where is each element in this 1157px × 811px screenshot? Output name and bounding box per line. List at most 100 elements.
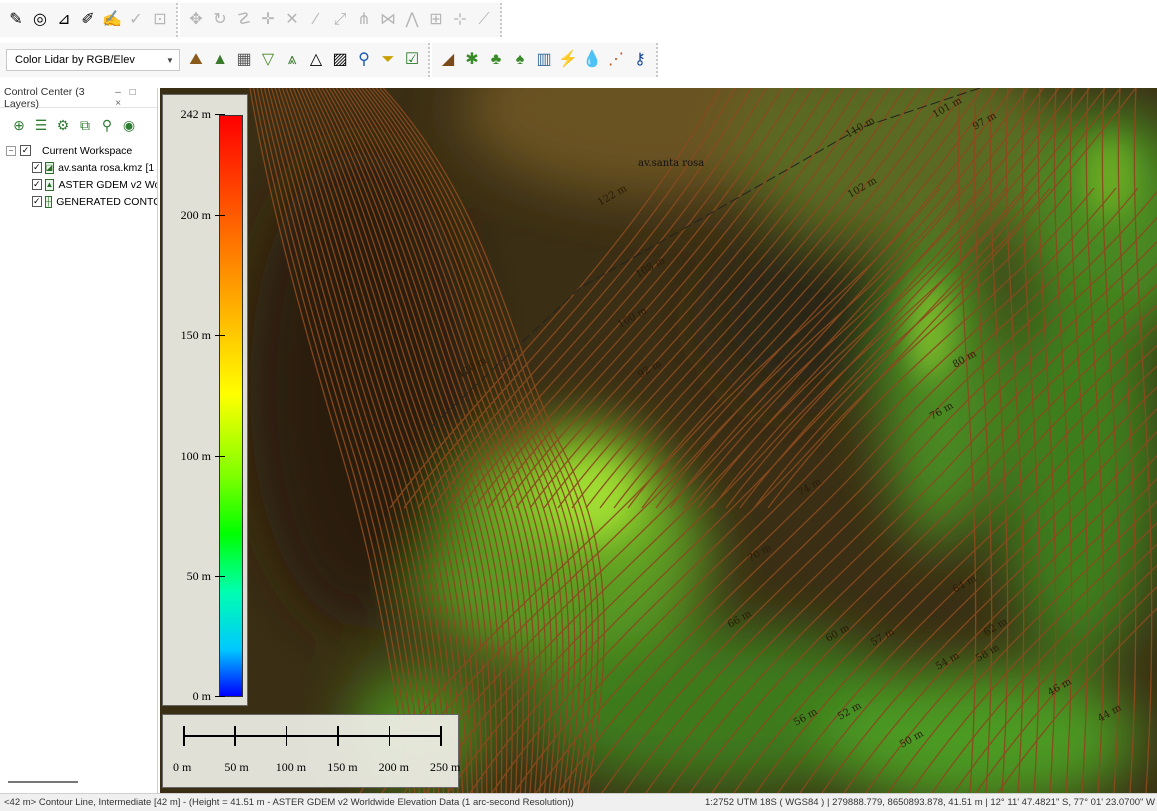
- digitize-icon[interactable]: ✐: [81, 11, 95, 28]
- draw-line-icon[interactable]: ✎: [9, 11, 23, 28]
- join-icon[interactable]: ⋈: [380, 11, 396, 28]
- contour-line[interactable]: [585, 88, 937, 509]
- contour-line[interactable]: [473, 88, 813, 509]
- vegetation-icon[interactable]: ✱: [465, 51, 479, 68]
- contour-line[interactable]: [359, 187, 941, 793]
- layer-visibility-icon[interactable]: ◉: [122, 116, 136, 133]
- contour-line[interactable]: [1021, 88, 1041, 793]
- contour-line[interactable]: [332, 88, 524, 793]
- contour-line[interactable]: [989, 88, 1009, 793]
- contour-line[interactable]: [249, 88, 411, 793]
- contour-line[interactable]: [274, 88, 445, 793]
- contour-line[interactable]: [267, 88, 435, 793]
- contour-line[interactable]: [278, 88, 450, 793]
- contour-line[interactable]: [364, 88, 576, 793]
- move-vertex-icon[interactable]: ✥: [189, 11, 203, 28]
- contour-line[interactable]: [431, 88, 767, 509]
- contour-line[interactable]: [307, 88, 488, 793]
- contour-line[interactable]: [1117, 88, 1137, 793]
- contour-line[interactable]: [425, 187, 1007, 793]
- layer-checkbox[interactable]: ✓: [32, 179, 42, 190]
- contour-line[interactable]: [288, 88, 464, 793]
- contour-line[interactable]: [487, 88, 829, 509]
- contour-line[interactable]: [865, 188, 1157, 793]
- contour-line[interactable]: [346, 88, 547, 793]
- contour-line[interactable]: [755, 188, 1157, 793]
- contour-line[interactable]: [515, 88, 860, 509]
- split-icon[interactable]: ⋔: [357, 11, 371, 28]
- contour-line[interactable]: [447, 187, 1029, 793]
- contour-line[interactable]: [281, 88, 454, 793]
- pencil-icon[interactable]: ✓: [129, 11, 143, 28]
- contour-line[interactable]: [256, 88, 421, 793]
- contour-line[interactable]: [543, 88, 890, 509]
- contour-line[interactable]: [909, 188, 1157, 793]
- key-icon[interactable]: ⚷: [634, 51, 646, 68]
- tree-layer-row[interactable]: ✓ ┼ GENERATED CONTOUR: [32, 193, 157, 210]
- feature-line[interactable]: [429, 88, 981, 429]
- contour-line[interactable]: [1053, 88, 1073, 793]
- contour-line[interactable]: [379, 88, 599, 793]
- line-tool-icon[interactable]: ∕: [314, 11, 318, 28]
- contour-line[interactable]: [711, 188, 1157, 793]
- contour-line[interactable]: [328, 88, 519, 793]
- contour-line[interactable]: [973, 88, 993, 793]
- contour-line[interactable]: [252, 88, 416, 793]
- hatch-icon[interactable]: ▨: [332, 51, 348, 68]
- contour-line[interactable]: [689, 188, 1157, 793]
- move-icon[interactable]: ✛: [261, 11, 275, 28]
- building-classify-icon[interactable]: ▥: [536, 51, 552, 68]
- contour-line[interactable]: [953, 188, 1157, 793]
- contour-line[interactable]: [1005, 88, 1025, 793]
- contour-line[interactable]: [310, 88, 493, 793]
- contour-line[interactable]: [557, 88, 906, 509]
- contour-line[interactable]: [343, 88, 541, 793]
- ruler-icon[interactable]: ⟋: [478, 11, 490, 28]
- delete-vertex-icon[interactable]: ✕: [285, 11, 299, 28]
- contour-line[interactable]: [683, 88, 1044, 509]
- contour-line[interactable]: [645, 188, 1157, 793]
- lidar-building-icon[interactable]: ▲: [212, 51, 228, 68]
- terrain-icon[interactable]: ◢: [441, 51, 455, 68]
- tree-workspace-row[interactable]: − ✓ Current Workspace: [6, 142, 157, 159]
- layer-search-icon[interactable]: ⚲: [101, 116, 113, 133]
- layer-list-icon[interactable]: ☰: [34, 116, 48, 133]
- tree-icon[interactable]: ♣: [490, 51, 502, 68]
- tree-layer-row[interactable]: ✓ ◪ av.santa rosa.kmz [1 Fe: [32, 159, 157, 176]
- contour-line[interactable]: [733, 188, 1157, 793]
- contour-line[interactable]: [627, 88, 983, 509]
- measure-icon[interactable]: ⊿: [57, 11, 71, 28]
- contour-line[interactable]: [799, 188, 1157, 793]
- contour-line[interactable]: [303, 88, 483, 793]
- map-view[interactable]: 110 m 101 m 97 m 102 m 122 m 108 m 100 m 92 m 12…: [160, 88, 1157, 793]
- lidar-ground-icon[interactable]: ⛰: [189, 51, 203, 68]
- contour-line[interactable]: [459, 88, 798, 509]
- lidar-surface-icon[interactable]: ⩓: [287, 51, 297, 68]
- contour-line[interactable]: [285, 88, 459, 793]
- contour-line[interactable]: [1101, 88, 1121, 793]
- layer-settings-icon[interactable]: ⚙: [56, 116, 70, 133]
- contour-line[interactable]: [381, 187, 963, 793]
- chevron-down-icon[interactable]: ▼: [166, 55, 174, 65]
- merge-icon[interactable]: ⋀: [405, 11, 419, 28]
- add-layer-icon[interactable]: ⊕: [13, 116, 25, 133]
- contour-line[interactable]: [299, 88, 478, 793]
- align-icon[interactable]: ⊞: [429, 11, 443, 28]
- layer-checkbox[interactable]: ✓: [32, 162, 42, 173]
- lidar-filter-icon[interactable]: ▽: [261, 51, 275, 68]
- contour-line[interactable]: [957, 88, 977, 793]
- panel-window-controls[interactable]: – □ ×: [115, 86, 139, 109]
- lidar-edit-icon[interactable]: ☑: [404, 51, 420, 68]
- contour-line[interactable]: [641, 88, 998, 509]
- contour-line[interactable]: [1085, 88, 1105, 793]
- contour-line[interactable]: [887, 188, 1157, 793]
- powerline-icon[interactable]: ⚡: [558, 51, 578, 68]
- contour-line[interactable]: [579, 188, 1157, 793]
- contour-line[interactable]: [353, 88, 558, 793]
- contour-line[interactable]: [571, 88, 921, 509]
- contour-line[interactable]: [843, 188, 1157, 793]
- contour-line[interactable]: [368, 88, 582, 793]
- layer-checkbox[interactable]: ✓: [32, 196, 42, 207]
- contour-line[interactable]: [601, 188, 1157, 793]
- lidar-query-icon[interactable]: ⚲: [358, 51, 370, 68]
